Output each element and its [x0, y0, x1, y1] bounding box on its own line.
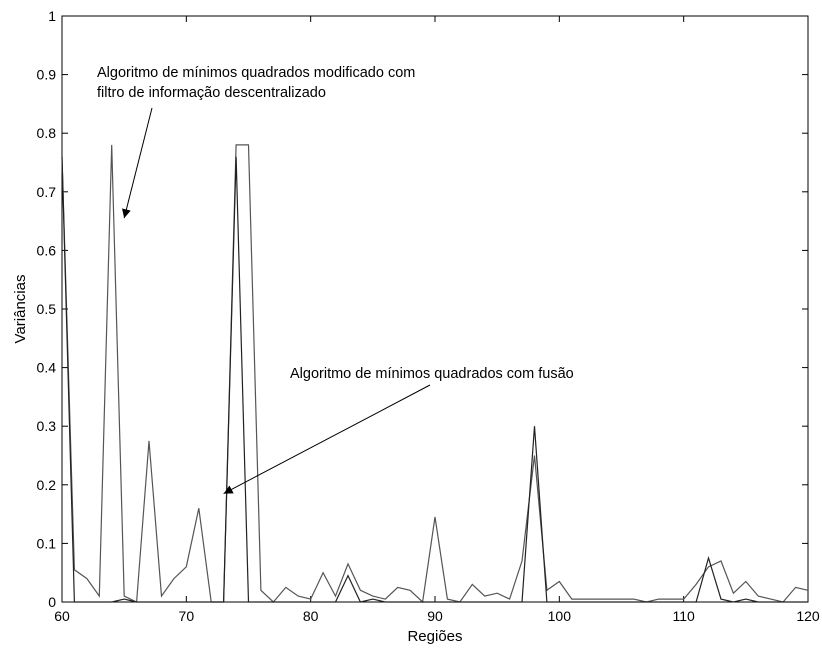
y-axis-label: Variâncias — [12, 275, 29, 344]
annotation-2-line-1: Algoritmo de mínimos quadrados com fusão — [290, 366, 574, 382]
y-tick-label: 0.8 — [37, 125, 57, 141]
x-axis-label: Regiões — [407, 628, 462, 645]
y-tick-label: 0.1 — [37, 535, 57, 551]
series-line-2 — [61, 156, 808, 603]
y-tick-label: 0.7 — [37, 184, 57, 200]
y-axis-ticks: 0 0.1 0.2 0.3 0.4 0.5 0.6 0.7 0.8 0.9 1 — [37, 8, 808, 610]
annotation-arrow-2 — [223, 384, 431, 495]
series-line-1 — [61, 144, 809, 604]
plot-area — [61, 15, 809, 603]
x-tick-label: 110 — [673, 608, 696, 624]
annotation-1-line-1: Algoritmo de mínimos quadrados modificad… — [97, 65, 415, 81]
y-tick-label: 0.2 — [37, 477, 57, 493]
series-layer — [61, 144, 809, 604]
x-axis-ticks: 60 70 80 90 100 110 120 — [54, 16, 820, 624]
annotation-1-line-2: filtro de informação descentralizado — [97, 85, 326, 101]
x-tick-label: 70 — [179, 608, 195, 624]
x-tick-label: 60 — [54, 608, 70, 624]
y-tick-label: 0.3 — [37, 418, 57, 434]
y-tick-label: 0.9 — [37, 67, 57, 83]
y-tick-label: 0.4 — [37, 360, 57, 376]
x-tick-label: 80 — [303, 608, 319, 624]
annotation-arrow-1 — [122, 107, 153, 219]
x-tick-label: 100 — [548, 608, 572, 624]
y-tick-label: 0.6 — [37, 242, 57, 258]
y-tick-label: 0 — [48, 594, 56, 610]
y-tick-label: 1 — [48, 8, 56, 24]
x-tick-label: 90 — [427, 608, 443, 624]
x-tick-label: 120 — [796, 608, 820, 624]
annotation-layer: Algoritmo de mínimos quadrados modificad… — [97, 65, 574, 495]
y-tick-label: 0.5 — [37, 301, 57, 317]
